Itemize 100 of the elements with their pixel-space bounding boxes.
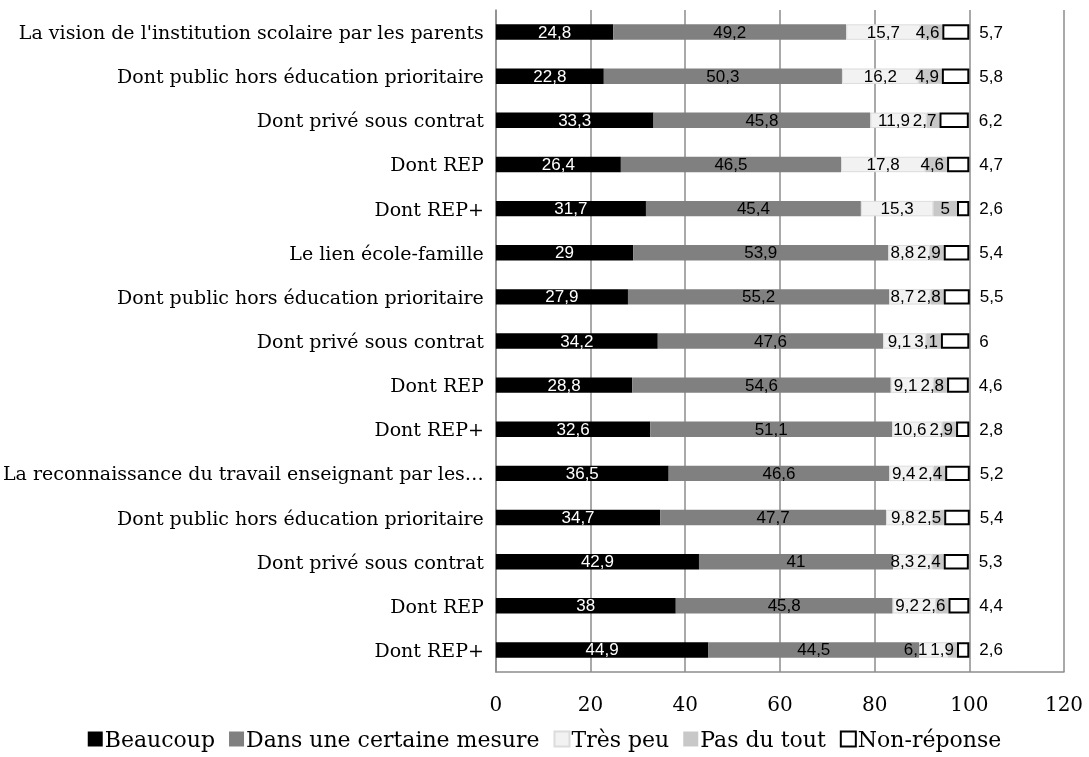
data-label: 47,6 <box>753 331 788 351</box>
y-tick-label: Dont privé sous contrat <box>256 330 485 352</box>
data-label: 16,2 <box>863 66 897 86</box>
data-label: 29 <box>555 243 574 263</box>
y-tick-label: Dont REP <box>390 594 485 617</box>
data-label: 45,4 <box>736 199 770 219</box>
data-label: 9,2 <box>895 596 919 616</box>
data-label: 4,6 <box>915 22 940 42</box>
data-label: 2,5 <box>917 508 942 528</box>
data-label: 2,6 <box>979 199 1003 219</box>
data-label: 4,6 <box>920 154 945 174</box>
data-label: 24,8 <box>538 22 572 42</box>
y-tick-label: Le lien école-famille <box>289 241 484 264</box>
data-label: 8,7 <box>890 287 915 307</box>
bar <box>495 289 628 305</box>
data-label: 5,4 <box>979 243 1003 263</box>
x-tick-label: 40 <box>672 692 698 716</box>
bar <box>940 333 970 349</box>
y-tick-label: Dont public hors éducation prioritaire <box>117 65 484 88</box>
legend-label: Pas du tout <box>700 726 826 752</box>
data-label: 5,7 <box>979 22 1003 42</box>
data-label: 49,2 <box>713 22 747 42</box>
bar <box>942 24 970 40</box>
data-label: 2,8 <box>920 375 945 395</box>
bar <box>948 598 970 614</box>
bar <box>495 465 669 482</box>
bar <box>947 377 969 393</box>
data-label: 9,4 <box>891 463 916 483</box>
data-label: 5 <box>940 199 950 219</box>
bar <box>956 421 970 437</box>
data-label: 45,8 <box>767 596 801 616</box>
bar <box>957 200 970 217</box>
data-label: 47,7 <box>756 508 790 528</box>
data-label: 1,9 <box>930 640 955 660</box>
bar <box>943 289 970 305</box>
data-label: 4,4 <box>979 596 1003 616</box>
data-label: 26,4 <box>541 154 575 174</box>
data-label: 2,4 <box>917 552 941 572</box>
y-tick-label: Dont REP+ <box>374 197 484 220</box>
legend-label: Beaucoup <box>104 726 216 752</box>
data-label: 2,4 <box>918 463 943 483</box>
data-label: 50,3 <box>706 66 740 86</box>
data-label: 33,3 <box>558 110 592 130</box>
data-label: 55,2 <box>742 287 776 307</box>
data-label: 17,8 <box>866 154 900 174</box>
data-label: 27,9 <box>545 287 579 307</box>
data-label: 3,1 <box>914 331 938 351</box>
data-label: 15,3 <box>880 199 914 219</box>
data-label: 8,3 <box>890 552 915 572</box>
y-tick-label: Dont public hors éducation prioritaire <box>117 285 484 308</box>
y-tick-label: Dont REP+ <box>374 638 484 661</box>
x-tick-label: 0 <box>489 692 503 716</box>
data-label: 8,8 <box>890 243 915 263</box>
bar <box>943 553 969 570</box>
bar <box>941 68 970 84</box>
data-label: 2,8 <box>917 287 941 307</box>
bar <box>939 112 969 129</box>
bar <box>945 465 970 482</box>
y-tick-label: La reconnaissance du travail enseignant par les… <box>3 462 484 485</box>
data-label: 28,8 <box>547 375 581 395</box>
y-tick-label: Dont REP <box>390 374 485 397</box>
data-label: 5,2 <box>979 463 1004 483</box>
data-label: 32,6 <box>556 419 590 439</box>
data-label: 34,2 <box>560 331 594 351</box>
data-label: 38 <box>576 596 596 616</box>
data-label: 53,9 <box>744 243 778 263</box>
bar <box>943 245 970 261</box>
data-label: 5,4 <box>979 508 1004 528</box>
data-label: 46,5 <box>714 154 748 174</box>
legend-label: Dans une certaine mesure <box>246 726 540 752</box>
bar <box>495 553 699 570</box>
data-label: 2,8 <box>979 419 1003 439</box>
bar <box>495 377 633 393</box>
data-label: 2,9 <box>917 243 941 263</box>
data-label: 4,7 <box>979 154 1003 174</box>
data-label: 2,9 <box>929 419 954 439</box>
bar <box>957 642 970 658</box>
data-label: 54,6 <box>744 375 779 395</box>
data-label: 6 <box>979 331 989 351</box>
y-tick-label: La vision de l'institution scolaire par les parents <box>18 21 484 44</box>
data-label: 22,8 <box>533 66 567 86</box>
data-label: 2,7 <box>912 110 937 130</box>
data-label: 44,9 <box>585 640 619 660</box>
data-label: 5,8 <box>979 66 1003 86</box>
data-label: 10,6 <box>893 419 927 439</box>
bar <box>495 598 676 614</box>
data-label: 45,8 <box>745 110 779 130</box>
data-label: 2,6 <box>921 596 946 616</box>
data-label: 6,2 <box>978 110 1003 130</box>
x-tick-label: 120 <box>1044 692 1084 716</box>
y-tick-label: Dont REP+ <box>374 418 484 441</box>
data-label: 9,8 <box>890 508 915 528</box>
y-tick-label: Dont privé sous contrat <box>256 550 485 573</box>
data-label: 51,1 <box>754 419 788 439</box>
bar <box>495 24 614 40</box>
data-label: 11,9 <box>878 110 910 130</box>
y-tick-label: Dont privé sous contrat <box>256 109 485 132</box>
y-tick-label: Dont REP <box>390 153 485 176</box>
data-label: 42,9 <box>580 552 614 572</box>
data-label: 4,6 <box>978 375 1003 395</box>
